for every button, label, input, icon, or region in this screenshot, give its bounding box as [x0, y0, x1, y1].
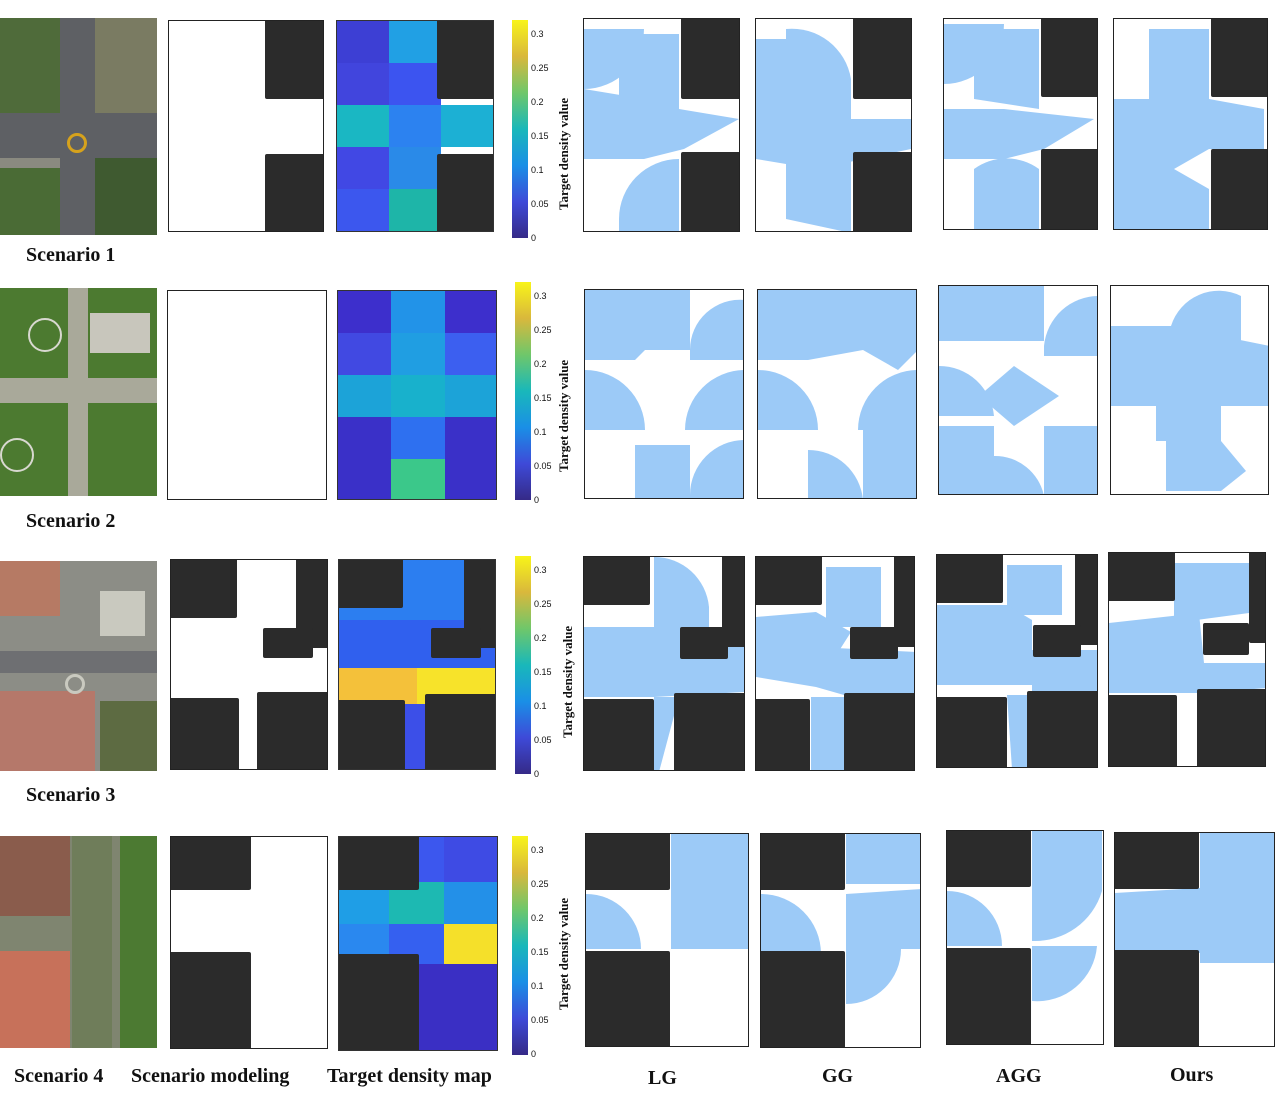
colorbar-tick: 0.1 — [534, 701, 547, 711]
scenario-4-label: Scenario 4 — [14, 1065, 104, 1087]
colorbar-tick: 0 — [531, 1049, 537, 1059]
scenario-1-label: Scenario 1 — [26, 244, 116, 266]
coverage-lg-1 — [583, 18, 740, 232]
coverage-ours-2 — [1110, 285, 1269, 495]
colorbar-tick: 0.15 — [534, 667, 552, 677]
colorbar-1 — [512, 20, 528, 238]
colorbar-tick: 0.2 — [534, 359, 547, 369]
colorbar-tick: 0.05 — [534, 461, 552, 471]
colorbar-4 — [512, 836, 528, 1055]
colorbar-tick: 0.2 — [531, 97, 544, 107]
colorbar-tick: 0.25 — [531, 63, 549, 73]
colorbar-tick: 0.05 — [531, 1015, 549, 1025]
coverage-lg-3 — [583, 556, 745, 771]
scenario-model-2 — [167, 290, 327, 500]
coverage-ours-4 — [1114, 832, 1275, 1047]
colorbar-tick: 0.3 — [531, 29, 544, 39]
colorbar-tick: 0.25 — [534, 325, 552, 335]
colorbar-tick: 0.1 — [531, 165, 544, 175]
coverage-gg-1 — [755, 18, 912, 232]
coverage-gg-2 — [757, 289, 917, 499]
colorbar-tick: 0.15 — [531, 131, 549, 141]
colorbar-tick: 0.15 — [534, 393, 552, 403]
colorbar-tick: 0.3 — [534, 565, 547, 575]
aerial-photo-scenario-3 — [0, 561, 157, 771]
coverage-agg-1 — [943, 18, 1098, 230]
colorbar-tick: 0.25 — [531, 879, 549, 889]
column-label-density: Target density map — [327, 1065, 492, 1087]
colorbar-tick: 0 — [531, 233, 537, 243]
colorbar-tick: 0.2 — [531, 913, 544, 923]
colorbar-tick: 0.3 — [531, 845, 544, 855]
colorbar-label: Target density value — [556, 97, 571, 210]
colorbar-label: Target density value — [560, 625, 575, 738]
aerial-photo-scenario-2 — [0, 288, 157, 496]
colorbar-label: Target density value — [556, 897, 571, 1010]
coverage-lg-4 — [585, 833, 749, 1047]
coverage-ours-1 — [1113, 18, 1268, 230]
scenario-3-label: Scenario 3 — [26, 784, 116, 806]
colorbar-tick: 0.05 — [534, 735, 552, 745]
coverage-agg-3 — [936, 554, 1098, 768]
scenario-2-label: Scenario 2 — [26, 510, 116, 532]
colorbar-tick: 0.2 — [534, 633, 547, 643]
scenario-model-1 — [168, 20, 324, 232]
colorbar-tick: 0.1 — [534, 427, 547, 437]
colorbar-tick: 0 — [534, 495, 540, 505]
coverage-agg-4 — [946, 830, 1104, 1045]
aerial-photo-scenario-4 — [0, 836, 157, 1048]
colorbar-tick: 0.25 — [534, 599, 552, 609]
coverage-gg-3 — [755, 556, 915, 771]
colorbar-tick: 0.1 — [531, 981, 544, 991]
colorbar-3 — [515, 556, 531, 774]
column-label-agg: AGG — [996, 1065, 1042, 1087]
colorbar-tick: 0.15 — [531, 947, 549, 957]
scenario-model-3 — [170, 559, 328, 770]
density-map-3 — [338, 559, 496, 770]
coverage-agg-2 — [938, 285, 1098, 495]
column-label-modeling: Scenario modeling — [131, 1065, 290, 1087]
column-label-gg: GG — [822, 1065, 854, 1087]
density-map-4 — [338, 836, 498, 1051]
colorbar-label: Target density value — [556, 359, 571, 472]
column-label-ours: Ours — [1170, 1064, 1214, 1086]
coverage-ours-3 — [1108, 552, 1266, 767]
column-label-lg: LG — [648, 1067, 677, 1089]
coverage-lg-2 — [584, 289, 744, 499]
density-map-2 — [337, 290, 497, 500]
colorbar-2 — [515, 282, 531, 500]
colorbar-tick: 0.3 — [534, 291, 547, 301]
colorbar-tick: 0 — [534, 769, 540, 779]
density-map-1 — [336, 20, 494, 232]
colorbar-tick: 0.05 — [531, 199, 549, 209]
coverage-gg-4 — [760, 833, 921, 1048]
scenario-model-4 — [170, 836, 328, 1049]
aerial-photo-scenario-1 — [0, 18, 157, 235]
